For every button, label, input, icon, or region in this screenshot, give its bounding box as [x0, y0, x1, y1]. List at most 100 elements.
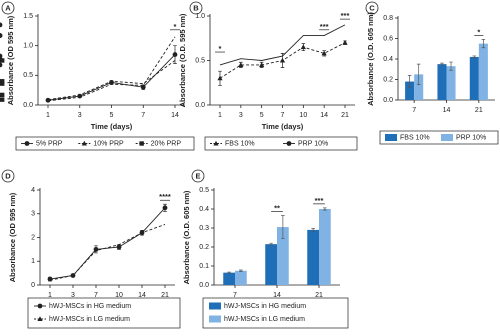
legend-label: PRP 10% [456, 134, 486, 141]
x-tick-label: 5 [260, 112, 264, 119]
bar [437, 64, 447, 100]
error-bar [472, 55, 477, 59]
marker [0, 53, 3, 59]
y-tick-label: 1 [31, 258, 35, 265]
x-axis-label: Time (days) [91, 122, 133, 131]
legend-box [27, 297, 181, 329]
panel-badge [189, 1, 203, 15]
marker [279, 57, 286, 63]
series-line [49, 207, 166, 280]
legend-swatch [209, 315, 221, 323]
marker [217, 75, 223, 81]
marker [93, 246, 99, 252]
y-tick-label: 0.0 [23, 102, 33, 109]
legend-label: 5% PRP [36, 140, 63, 147]
series-line [47, 54, 176, 101]
marker [24, 141, 30, 146]
marker [37, 303, 43, 309]
legend-box [15, 136, 195, 151]
y-tick-label: 0.2 [383, 76, 393, 83]
x-tick-label: 7 [412, 107, 416, 114]
bar [223, 272, 235, 285]
x-tick-label: 14 [320, 112, 328, 119]
panel-badge [365, 1, 379, 15]
x-tick-label: 21 [315, 292, 323, 299]
marker [116, 244, 122, 250]
y-tick-label: 0.5 [195, 57, 205, 64]
x-tick-label: 7 [141, 112, 145, 119]
y-tick-label: 1.0 [195, 13, 205, 20]
error-bar [407, 75, 412, 89]
marker [259, 62, 265, 67]
panel: B 0.0 0.5 1.0 Absorbance (O.D. 595 nm) Time (… [0, 1, 358, 151]
panel-label: C [369, 3, 375, 12]
marker [321, 50, 327, 56]
bar [469, 56, 479, 100]
bar [319, 209, 331, 285]
series-line [47, 60, 176, 101]
marker [0, 79, 5, 84]
significance-label: ** [274, 204, 280, 213]
y-tick-label: 1.5 [23, 13, 33, 20]
significance-label: *** [315, 196, 324, 205]
y-tick-label: 0 [31, 282, 35, 289]
marker [37, 316, 43, 321]
error-bar [440, 62, 444, 66]
y-tick-label: 0.5 [23, 72, 33, 79]
panel: C 0.0 0.2 0.4 0.6 0.8 Absorbance (O.D. 605 nm)… [365, 1, 499, 145]
panel-badge [191, 169, 205, 183]
marker [342, 39, 348, 45]
x-tick-label: 3 [71, 292, 75, 299]
x-tick-label: 21 [475, 107, 483, 114]
panel: A 0.0 0.5 1.0 1.5 Absorbance (OD 595 nm) Time … [0, 1, 195, 151]
legend-label: FBS 10% [400, 134, 430, 141]
legend-label: hWJ-MSCs in LG medium [49, 316, 130, 323]
y-axis-label: Absorbance (O.D. 595 nm) [178, 13, 187, 107]
marker [300, 44, 306, 50]
x-tick-label: 14 [273, 292, 281, 299]
y-tick-label: 0.0 [199, 282, 209, 289]
legend-label: 20% PRP [151, 140, 182, 147]
significance-label: * [174, 22, 177, 31]
panel-label: D [5, 171, 11, 180]
error-bar [311, 228, 315, 232]
x-tick-label: 14 [443, 107, 451, 114]
marker [0, 33, 3, 38]
x-tick-label: 1 [48, 292, 52, 299]
marker [0, 92, 5, 98]
y-tick-label: 3 [31, 211, 35, 218]
y-tick-label: 0.4 [383, 56, 393, 63]
marker [0, 97, 5, 102]
x-tick-label: 10 [115, 292, 123, 299]
bar [405, 81, 415, 100]
y-tick-label: 4 [31, 187, 35, 194]
panel: E 0.0 0.1 0.2 0.3 0.4 0.5 Absorbance (O.D. 605 … [182, 169, 349, 329]
marker [81, 140, 87, 146]
y-tick-label: 0.2 [199, 244, 209, 251]
legend-swatch [441, 134, 453, 141]
marker [172, 52, 178, 57]
panel-badge [1, 1, 15, 15]
x-tick-label: 21 [341, 112, 349, 119]
marker [47, 276, 53, 282]
marker [0, 62, 3, 68]
x-tick-label: 14 [171, 112, 179, 119]
series-line [219, 24, 346, 66]
x-tick-label: 1 [218, 112, 222, 119]
panel-badge [1, 169, 15, 183]
legend-label: FBS 10% [225, 140, 255, 147]
y-tick-label: 0.0 [195, 102, 205, 109]
legend-label: hWJ-MSCs in HG medium [49, 303, 131, 310]
panel-label: A [5, 3, 11, 12]
x-tick-label: 3 [239, 112, 243, 119]
series-line [47, 36, 176, 102]
legend-box [204, 136, 358, 151]
bar [446, 66, 456, 100]
y-axis-label: Absorbance (O.D. 605 nm) [366, 12, 375, 106]
legend-label: hWJ-MSCs in LG medium [224, 316, 305, 323]
y-tick-label: 1.0 [23, 43, 33, 50]
error-bar [239, 269, 243, 272]
marker [238, 62, 244, 67]
